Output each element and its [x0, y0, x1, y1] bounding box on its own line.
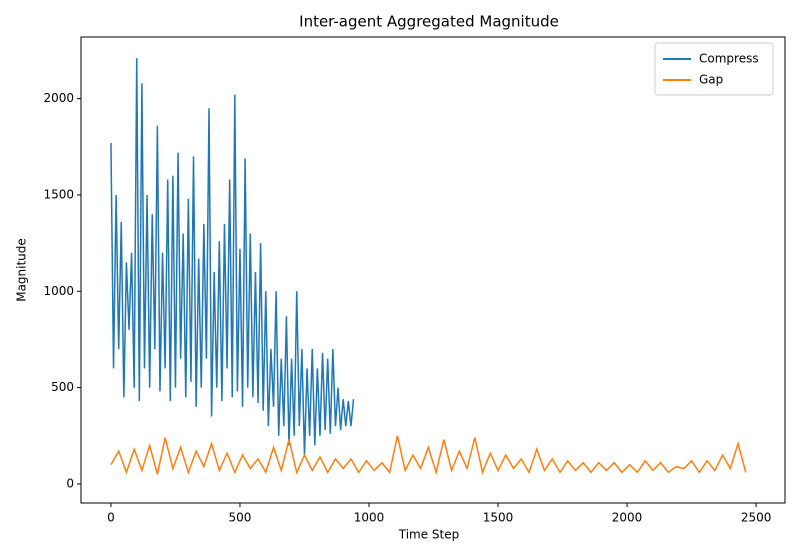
plot-frame	[80, 36, 786, 504]
y-tick-label: 2000	[43, 91, 74, 105]
y-axis-label: Magnitude	[15, 238, 29, 302]
y-tick-label: 500	[51, 380, 74, 394]
x-tick-label: 1000	[354, 511, 385, 525]
legend-label: Compress	[699, 52, 759, 66]
x-tick-label: 2000	[612, 511, 643, 525]
series-line	[110, 58, 355, 456]
legend-box	[654, 42, 774, 96]
x-tick-label: 0	[107, 511, 115, 525]
y-tick-label: 1500	[43, 187, 74, 201]
x-tick-label: 500	[229, 511, 252, 525]
x-axis-label: Time Step	[398, 528, 460, 542]
y-tick-label: 1000	[43, 284, 74, 298]
series-line	[110, 435, 747, 476]
chart-title: Inter-agent Aggregated Magnitude	[299, 13, 559, 31]
legend-label: Gap	[699, 73, 723, 87]
x-tick-label: 1500	[483, 511, 514, 525]
y-tick-label: 0	[66, 476, 74, 490]
x-tick-label: 2500	[741, 511, 772, 525]
